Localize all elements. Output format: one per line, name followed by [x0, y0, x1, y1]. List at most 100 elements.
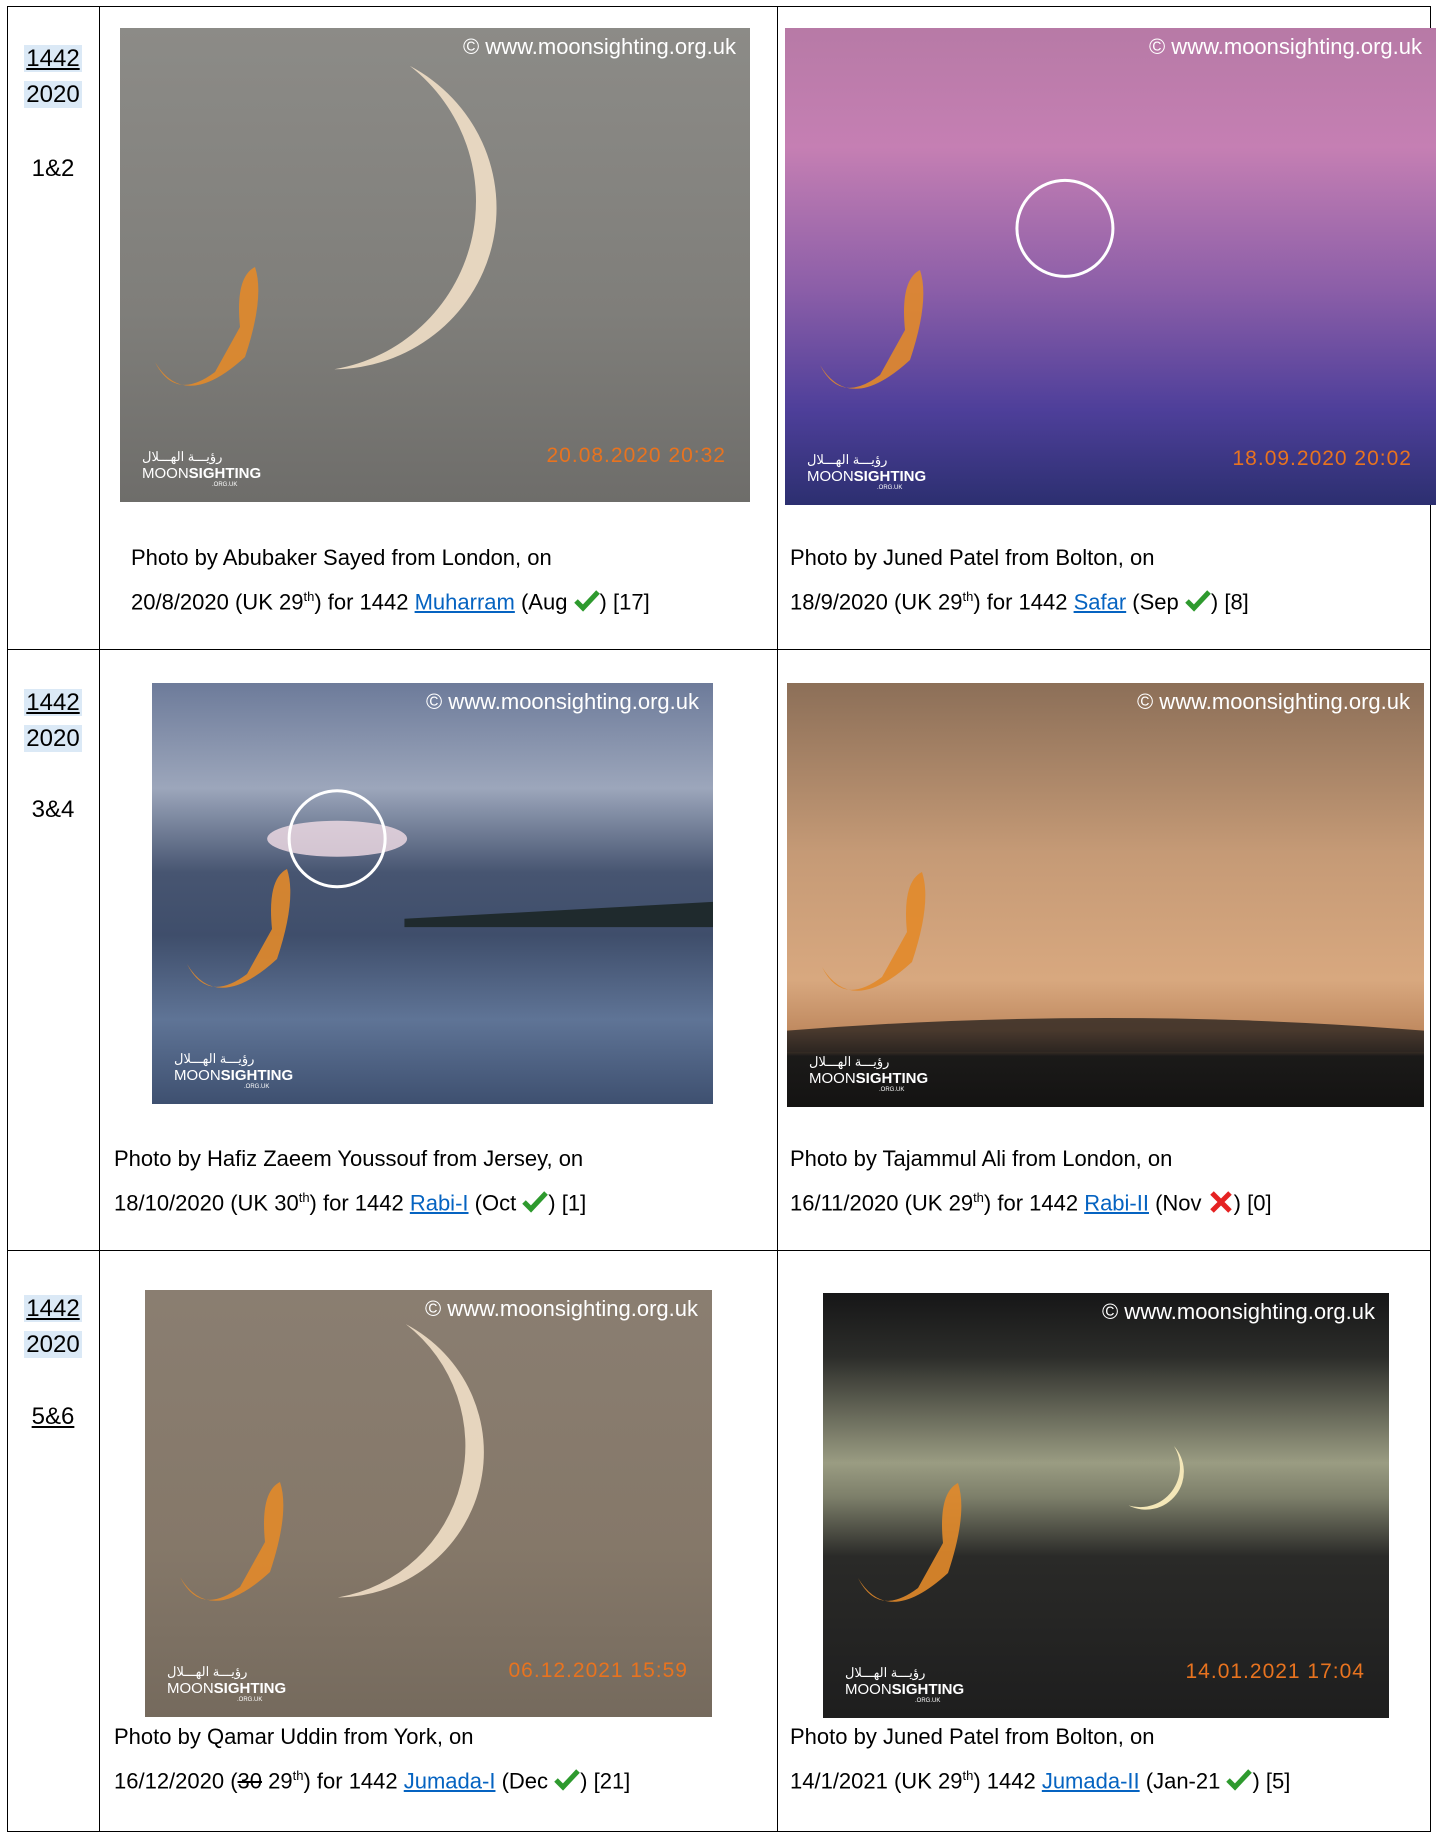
date: 14/1/2021 (UK 29 — [790, 1768, 962, 1793]
graphic — [1226, 1767, 1252, 1791]
table-border — [7, 649, 1431, 650]
year-gregorian-text: 2020 — [24, 725, 81, 752]
year-hijri: 1442 — [7, 45, 99, 73]
year-gregorian: 2020 — [7, 1331, 99, 1359]
month-link[interactable]: Rabi-II — [1084, 1190, 1149, 1215]
photo: © www.moonsighting.org.uk 18.09.2020 20:0… — [785, 28, 1436, 505]
ordinal: th — [973, 1190, 984, 1205]
timestamp: 14.01.2021 17:04 — [1186, 1660, 1366, 1684]
watermark: © www.moonsighting.org.uk — [425, 1296, 698, 1322]
caption-mid: ) for 1442 — [310, 1190, 410, 1215]
logo-moon: MOON — [174, 1067, 221, 1084]
logo-arabic: رؤيـــة الهـــلال — [174, 1051, 293, 1067]
date: 18/9/2020 (UK 29 — [790, 589, 962, 614]
graphic — [787, 683, 1424, 1107]
month-pair: 1&2 — [7, 155, 99, 183]
logo-sighting: SIGHTING — [856, 1070, 929, 1087]
caption-line2: 18/9/2020 (UK 29th) for 1442 Safar (Sep … — [790, 577, 1249, 621]
logo-arabic: رؤيـــة الهـــلال — [845, 1665, 964, 1681]
graphic — [152, 683, 713, 1104]
page: 1442 2020 1&2 © www.moonsighting.org.uk 20.0… — [0, 0, 1453, 1832]
caption-line1: Photo by Hafiz Zaeem Youssouf from Jerse… — [114, 1139, 586, 1178]
ordinal: th — [303, 589, 314, 604]
table-border — [7, 6, 8, 1832]
caption-line1: Photo by Juned Patel from Bolton, on — [790, 1717, 1290, 1756]
year-hijri-text: 1442 — [24, 689, 81, 716]
logo-org: .ORG.UK — [915, 1698, 964, 1704]
timestamp: 18.09.2020 20:02 — [1233, 447, 1413, 471]
caption-end: ) [21] — [580, 1768, 630, 1793]
month-link[interactable]: Jumada-I — [404, 1768, 496, 1793]
logo-name: MOONSIGHTING — [142, 465, 261, 482]
logo-sighting: SIGHTING — [189, 465, 262, 482]
graphic — [145, 1290, 712, 1717]
caption-line2: 14/1/2021 (UK 29th) 1442 Jumada-II (Jan-… — [790, 1756, 1290, 1800]
logo-sighting: SIGHTING — [892, 1681, 965, 1698]
caption-line2: 16/12/2020 (30 29th) for 1442 Jumada-I (… — [114, 1756, 630, 1800]
month: (Oct — [469, 1190, 523, 1215]
logo-sighting: SIGHTING — [221, 1067, 294, 1084]
date-after: 29 — [262, 1768, 293, 1793]
watermark: © www.moonsighting.org.uk — [1149, 34, 1422, 60]
date: 18/10/2020 (UK 30 — [114, 1190, 299, 1215]
year-gregorian-text: 2020 — [24, 1331, 81, 1358]
ordinal: th — [299, 1190, 310, 1205]
year-hijri-text: 1442 — [24, 1295, 81, 1322]
caption-end: ) [17] — [600, 589, 650, 614]
caption-mid: ) for 1442 — [314, 589, 414, 614]
year-gregorian: 2020 — [7, 81, 99, 109]
graphic — [1208, 1189, 1234, 1213]
year-hijri: 1442 — [7, 689, 99, 717]
month-link[interactable]: Jumada-II — [1042, 1768, 1140, 1793]
table-border — [777, 6, 778, 1832]
graphic — [823, 1293, 1389, 1718]
logo-org: .ORG.UK — [212, 482, 261, 488]
caption-line2: 16/11/2020 (UK 29th) for 1442 Rabi-II (N… — [790, 1178, 1272, 1222]
date: 20/8/2020 (UK 29 — [131, 589, 303, 614]
logo-moon: MOON — [142, 465, 189, 482]
month: (Sep — [1126, 589, 1185, 614]
month: (Nov — [1149, 1190, 1208, 1215]
logo-moon: MOON — [167, 1680, 214, 1697]
caption-mid: ) for 1442 — [984, 1190, 1084, 1215]
photo: © www.moonsighting.org.uk رؤيـــة الهـــل… — [152, 683, 713, 1104]
timestamp: 20.08.2020 20:32 — [547, 444, 727, 468]
table-border — [99, 6, 100, 1832]
logo-sighting: SIGHTING — [214, 1680, 287, 1697]
watermark: © www.moonsighting.org.uk — [426, 689, 699, 715]
ordinal: th — [293, 1768, 304, 1783]
year-gregorian: 2020 — [7, 725, 99, 753]
logo-name: MOONSIGHTING — [174, 1067, 293, 1084]
caption: Photo by Hafiz Zaeem Youssouf from Jerse… — [114, 1139, 586, 1222]
graphic — [554, 1767, 580, 1791]
graphic — [522, 1189, 548, 1213]
caption-line1: Photo by Juned Patel from Bolton, on — [790, 538, 1249, 577]
month: (Aug — [515, 589, 574, 614]
logo-org: .ORG.UK — [237, 1697, 286, 1703]
caption-end: ) [5] — [1252, 1768, 1290, 1793]
logo-sighting: SIGHTING — [854, 468, 927, 485]
logo-arabic: رؤيـــة الهـــلال — [807, 452, 926, 468]
logo-arabic: رؤيـــة الهـــلال — [809, 1054, 928, 1070]
month-link[interactable]: Safar — [1074, 589, 1127, 614]
graphic — [574, 588, 600, 612]
caption-line1: Photo by Qamar Uddin from York, on — [114, 1717, 630, 1756]
month-link[interactable]: Rabi-I — [410, 1190, 469, 1215]
graphic — [1185, 588, 1211, 612]
caption: Photo by Abubaker Sayed from London, on 2… — [131, 538, 650, 621]
logo-arabic: رؤيـــة الهـــلال — [142, 449, 261, 465]
month-link[interactable]: Muharram — [415, 589, 515, 614]
caption-line1: Photo by Abubaker Sayed from London, on — [131, 538, 650, 577]
caption-mid: ) for 1442 — [303, 1768, 403, 1793]
caption-end: ) [1] — [548, 1190, 586, 1215]
caption-end: ) [8] — [1211, 589, 1249, 614]
